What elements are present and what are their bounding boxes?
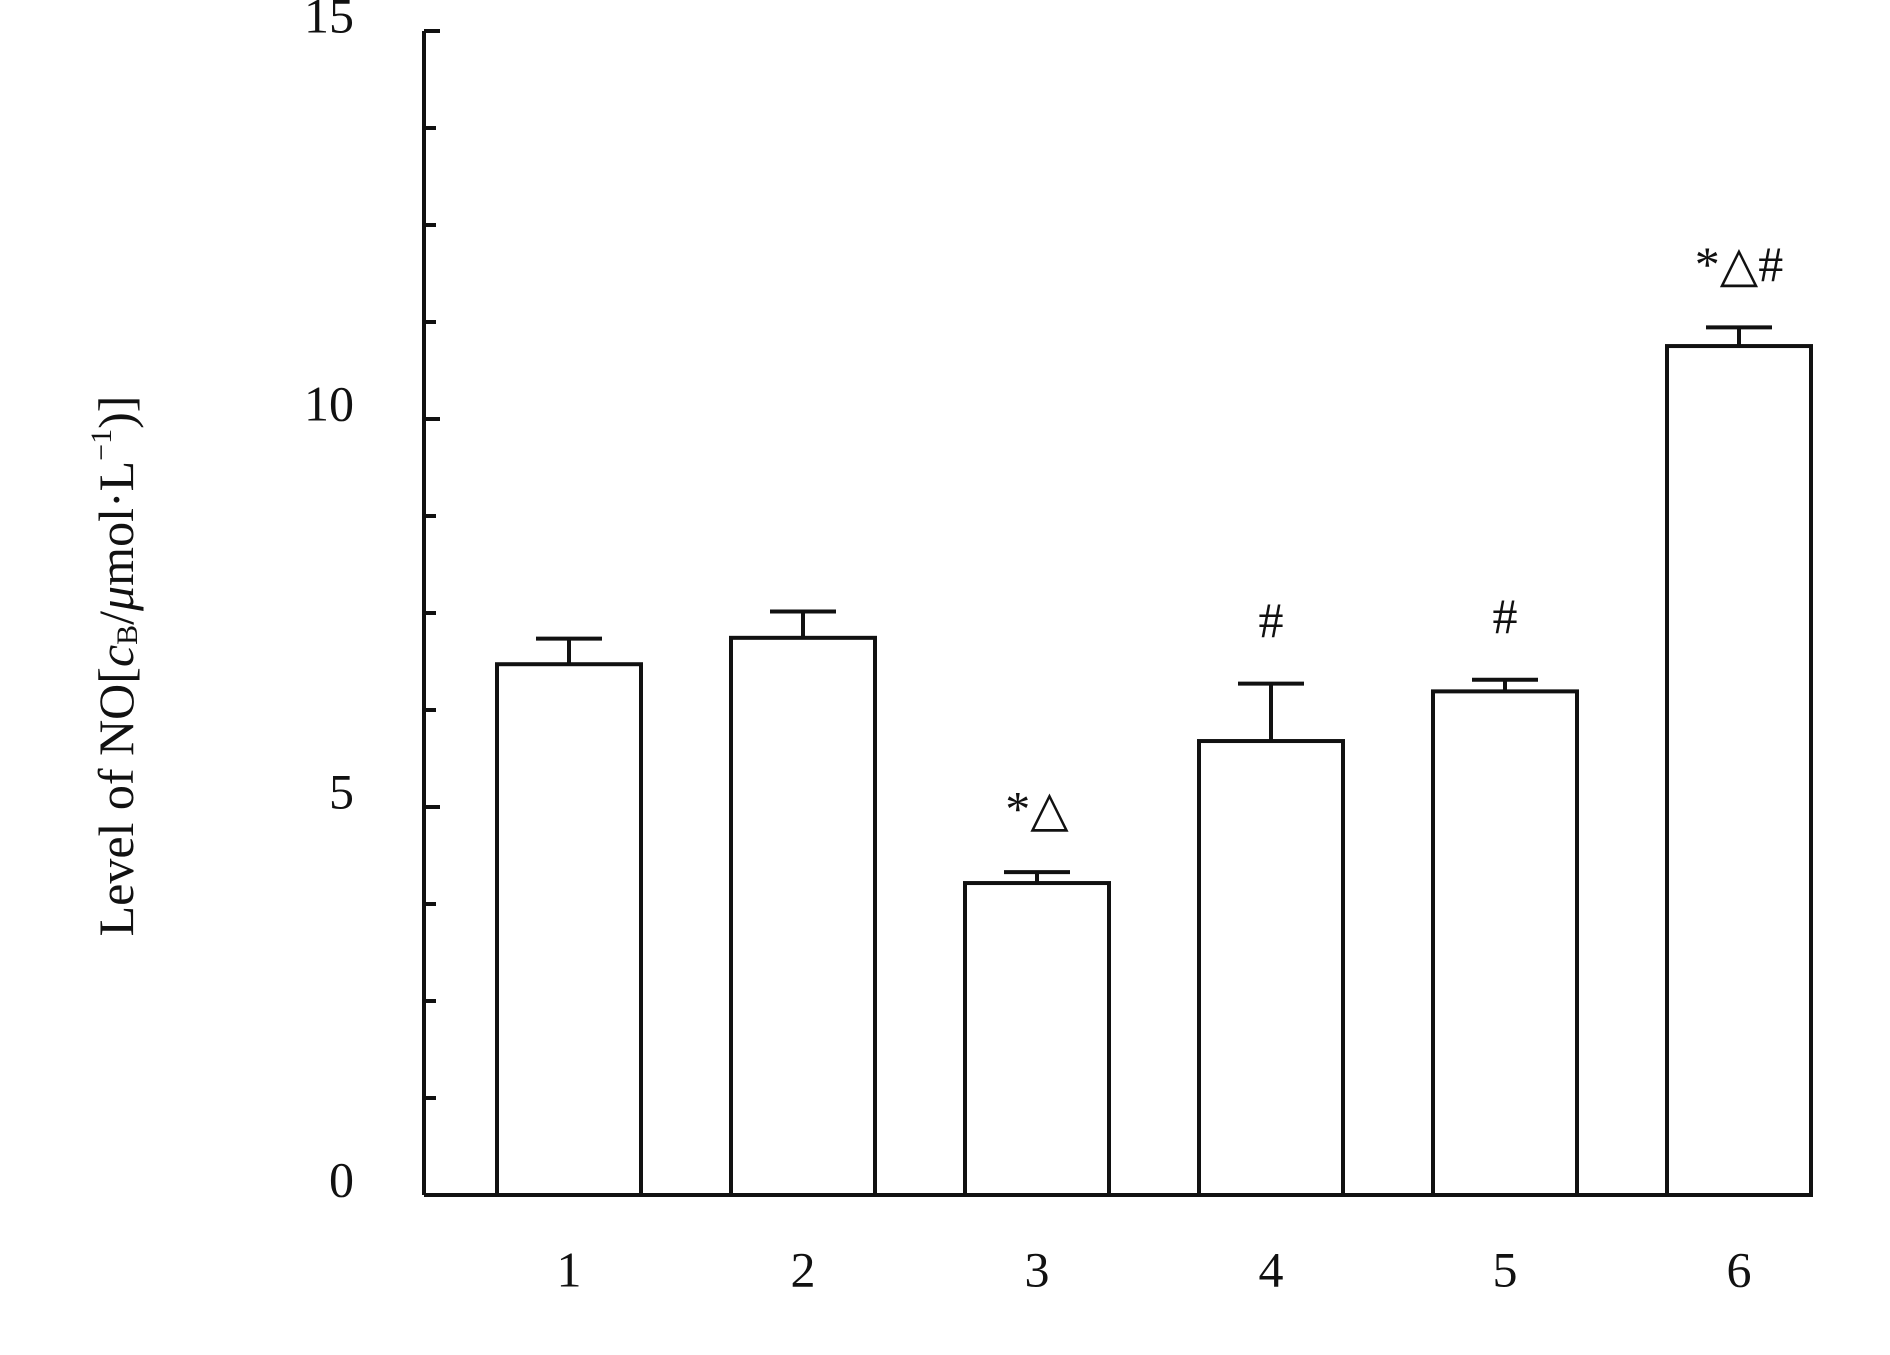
- annotation: #: [1493, 588, 1518, 644]
- bar: [1665, 344, 1813, 1197]
- y-label-part: μ: [88, 586, 144, 612]
- bar: [495, 662, 643, 1197]
- bar: [1431, 689, 1579, 1197]
- x-tick-label: 6: [1727, 1241, 1752, 1297]
- y-tick-label: 0: [329, 1151, 354, 1207]
- bar: [729, 635, 877, 1197]
- bar: [1197, 739, 1345, 1197]
- annotation: *△#: [1695, 236, 1783, 292]
- annotation: #: [1259, 592, 1284, 648]
- y-label-part: )]: [88, 396, 144, 429]
- x-tick-label: 5: [1493, 1241, 1518, 1297]
- y-label-part: −1: [85, 429, 118, 461]
- y-tick-label: 15: [304, 0, 354, 43]
- y-tick-label: 10: [304, 375, 354, 431]
- y-label-part: mol·L: [88, 461, 144, 586]
- y-label-part: B: [111, 625, 144, 645]
- x-tick-label: 1: [557, 1241, 582, 1297]
- x-tick-label: 3: [1025, 1241, 1050, 1297]
- x-tick-label: 2: [791, 1241, 816, 1297]
- y-label-part: c: [88, 645, 144, 667]
- y-label-part: Level of NO[: [88, 667, 144, 936]
- y-tick-label: 5: [329, 763, 354, 819]
- x-tick-label: 4: [1259, 1241, 1284, 1297]
- annotation: *△: [1005, 781, 1069, 837]
- y-axis-label: Level of NO[cB/μmol·L−1)]: [85, 396, 145, 937]
- bar: [963, 881, 1111, 1197]
- y-label-part: /: [88, 611, 144, 625]
